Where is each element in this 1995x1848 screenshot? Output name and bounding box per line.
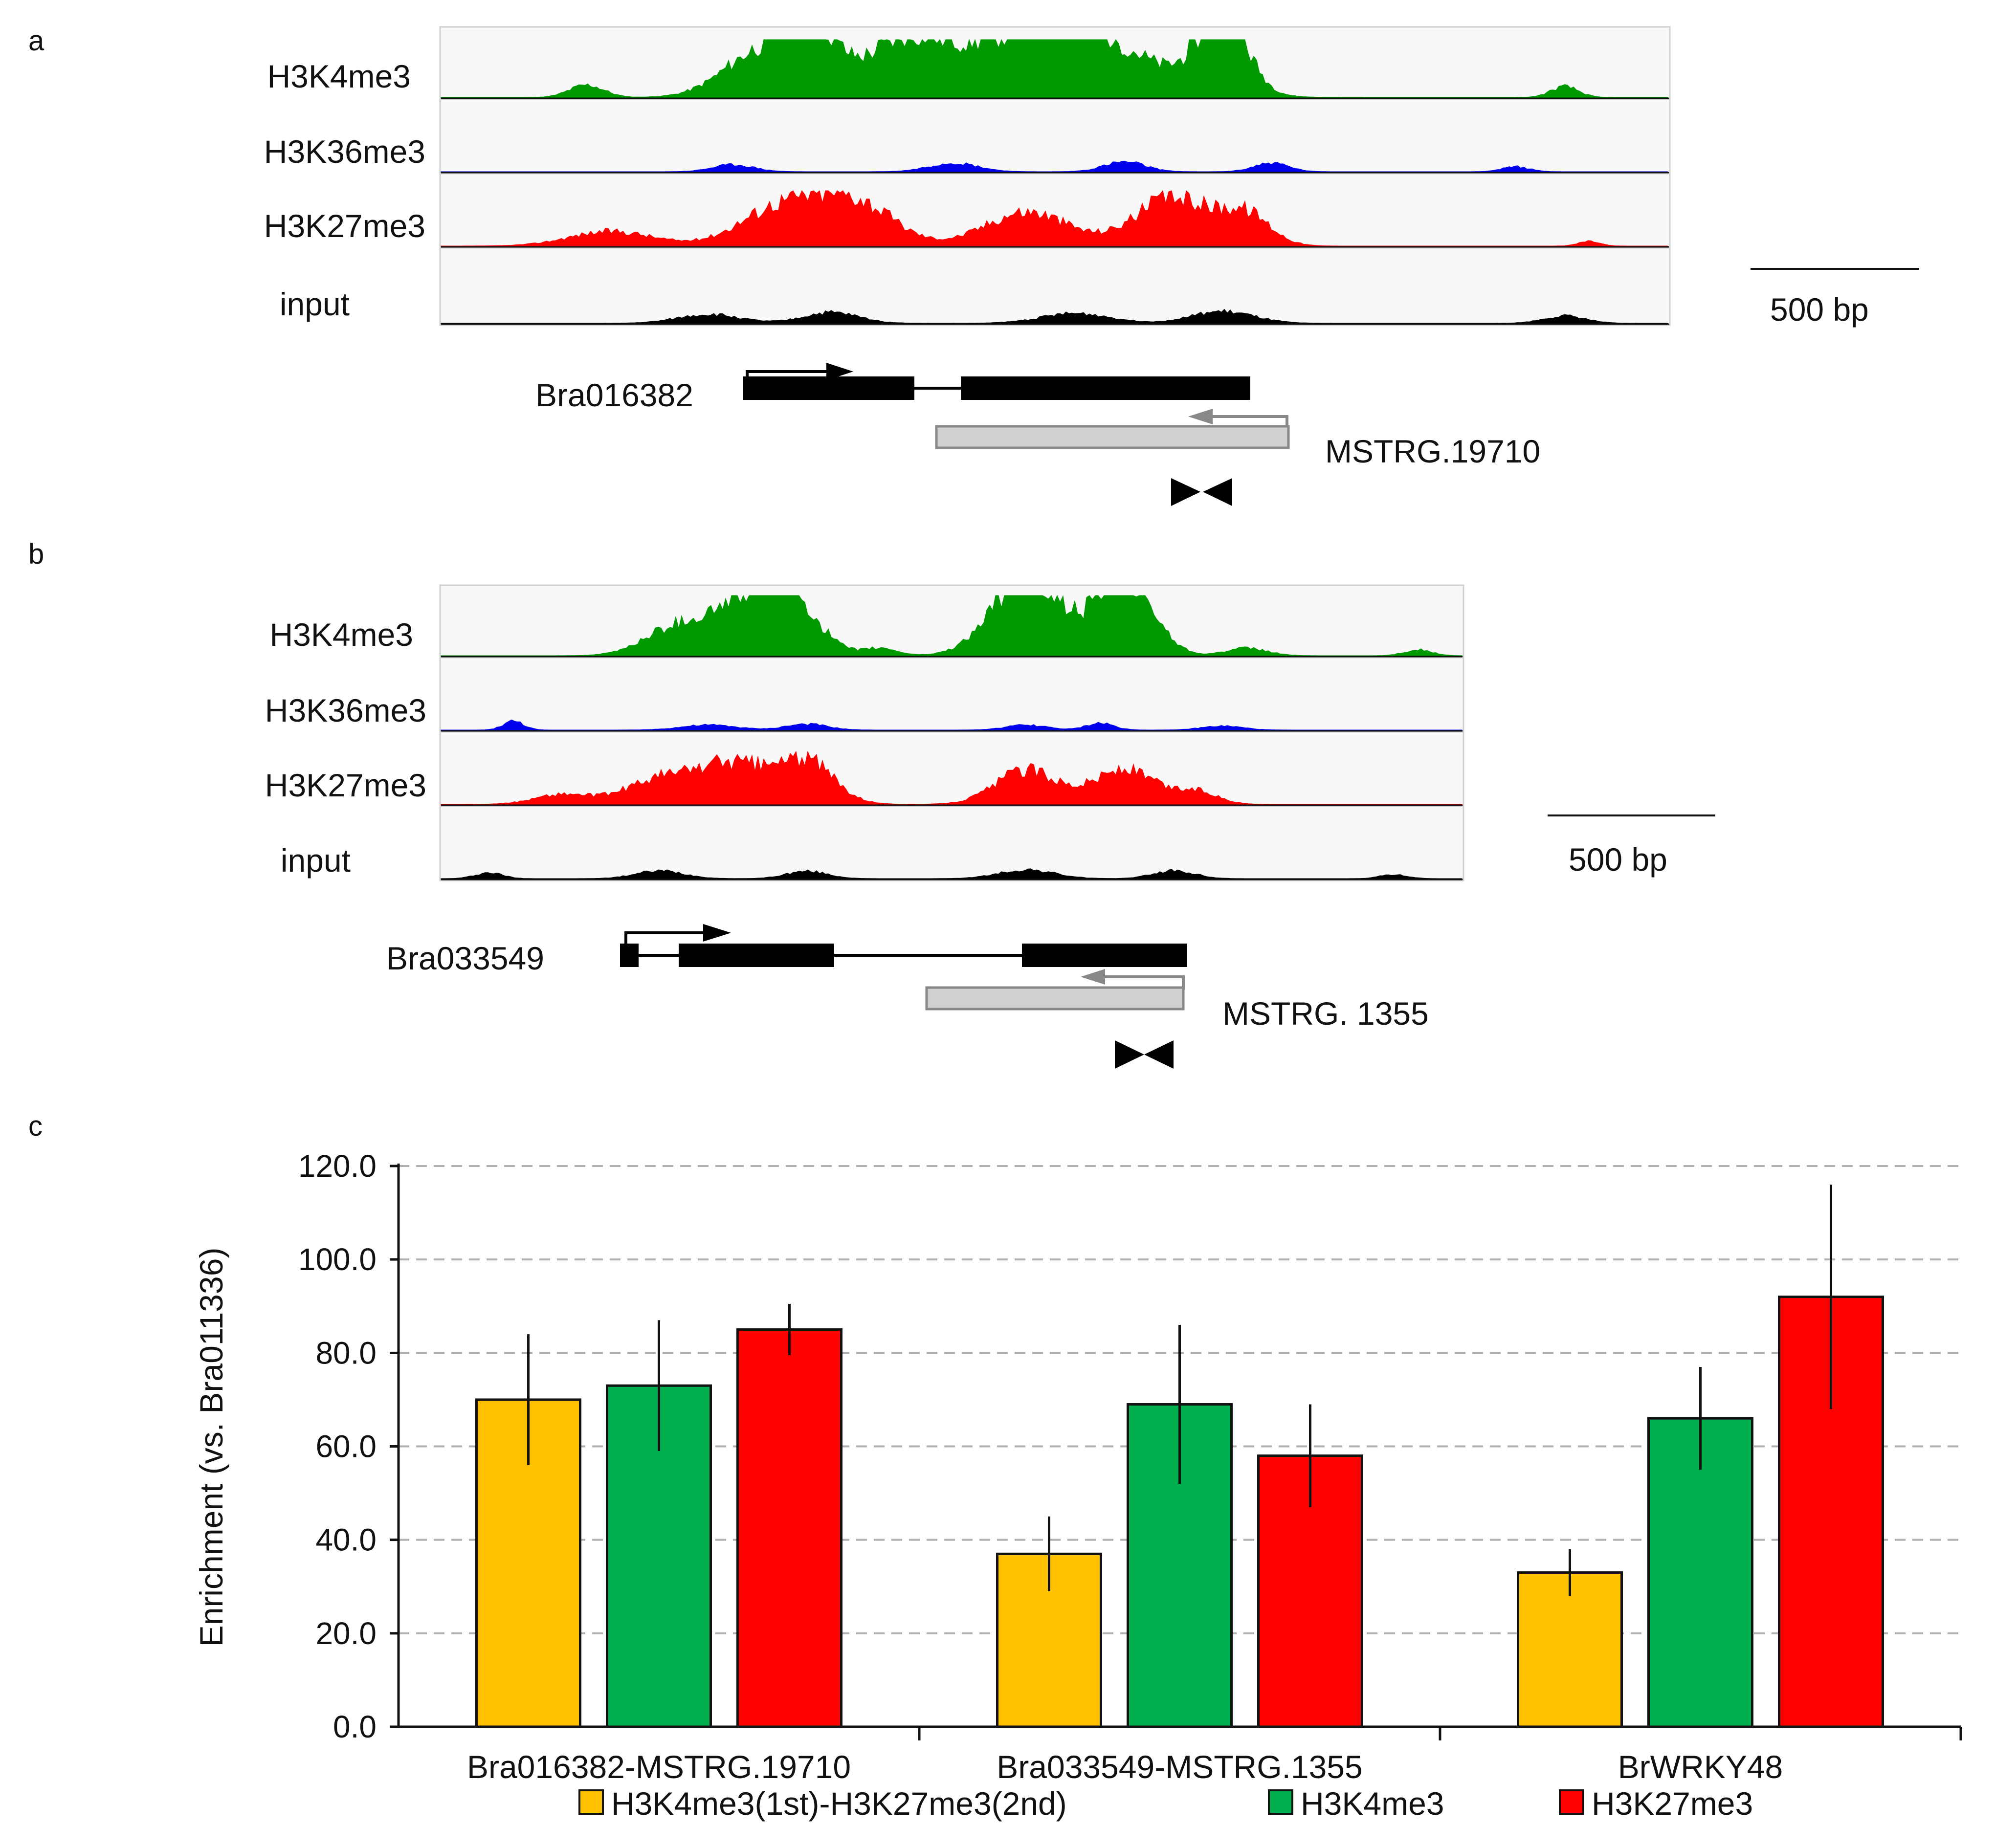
panel-a-track-label-h3k4me3: H3K4me3 [267,58,411,94]
bar [1517,1571,1623,1728]
legend-label: H3K4me3 [1301,1785,1444,1822]
panel-a-signal-h3k4me3 [441,39,1670,99]
panel-c-letter: c [28,1110,43,1142]
panel-a-signal-tracks [441,39,1670,325]
panel-b-signal-tracks [441,594,1463,880]
panel-b-antisense-arrow [1095,975,1185,990]
panel-b-track-panels [439,584,1464,881]
panel-a-signal-h3k27me3 [441,190,1670,247]
panel-a-scale-label: 500 bp [1770,291,1869,328]
panel-b-scale-label: 500 bp [1569,841,1667,878]
panel-a-transcript-label: MSTRG.19710 [1325,433,1541,469]
panel-b-primer-left [1115,1040,1144,1069]
panel-b-gene-model [620,924,1187,1069]
legend-swatch [1268,1789,1293,1815]
panel-b-signal-h3k27me3 [441,750,1463,806]
y-tick-label: 0.0 [333,1709,377,1744]
panel-b-transcript-label: MSTRG. 1355 [1222,995,1429,1032]
panel-b-signal-input [441,868,1463,880]
panel-b-gene-label: Bra033549 [386,940,544,976]
panel-b-transcript-bar [925,986,1185,1011]
panel-a-primer-right [1203,478,1232,506]
panel-a-gene-model [743,363,1290,506]
y-tick-label: 60.0 [315,1429,377,1464]
y-tick-label: 80.0 [315,1335,377,1370]
panel-a-antisense-arrowhead [1188,409,1213,424]
panel-b-letter: b [28,538,44,570]
y-tick-label: 120.0 [298,1148,377,1184]
x-tick-label: Bra016382-MSTRG.19710 [467,1749,851,1785]
legend-swatch [578,1789,604,1815]
panel-a-primer-left [1171,478,1200,506]
panel-b-tss-arrowhead [703,924,731,942]
legend-label: H3K4me3(1st)-H3K27me3(2nd) [611,1785,1067,1822]
panel-a-transcript-bar [935,425,1290,449]
panel-a-signal-h3k36me3 [441,160,1670,173]
panel-b-exon-3 [1022,944,1187,967]
panel-b-track-label-h3k27me3: H3K27me3 [265,767,426,803]
panel-a-gene-label: Bra016382 [535,377,693,413]
panel-a-track-label-input: input [279,286,350,322]
x-tick-label: BrWRKY48 [1618,1749,1783,1785]
legend-swatch [1559,1789,1584,1815]
panel-b-signal-h3k36me3 [441,719,1463,731]
panel-a-exon-2 [961,376,1250,400]
panel-b-exon-2 [679,944,834,967]
panel-b-exon-1 [620,944,639,967]
panel-b-track-label-h3k4me3: H3K4me3 [269,616,414,653]
panel-a-exon-1 [743,376,914,400]
legend-label: H3K27me3 [1592,1785,1753,1822]
y-tick-label: 40.0 [315,1522,377,1558]
panel-a-signal-input [441,308,1670,325]
y-tick-label: 100.0 [298,1242,377,1277]
panel-b-signal-h3k4me3 [441,594,1463,657]
panel-a-track-label-h3k27me3: H3K27me3 [264,208,425,244]
panel-b-track-label-input: input [280,842,351,879]
y-axis-label: Enrichment (vs. Bra011336) [193,1248,229,1647]
genome-browser-tracks [439,26,1919,1069]
panel-b-track-label-h3k36me3: H3K36me3 [265,692,426,728]
panel-a-tss-arrowhead [826,363,853,380]
panel-a-track-panels [439,26,1671,326]
y-tick-label: 20.0 [315,1616,377,1651]
panel-b-antisense-arrowhead [1081,969,1105,985]
panel-b-primer-right [1144,1040,1174,1069]
x-tick-label: Bra033549-MSTRG.1355 [997,1749,1362,1785]
panel-a-letter: a [28,25,44,57]
panel-a-track-label-h3k36me3: H3K36me3 [264,133,425,170]
bar [736,1328,842,1728]
